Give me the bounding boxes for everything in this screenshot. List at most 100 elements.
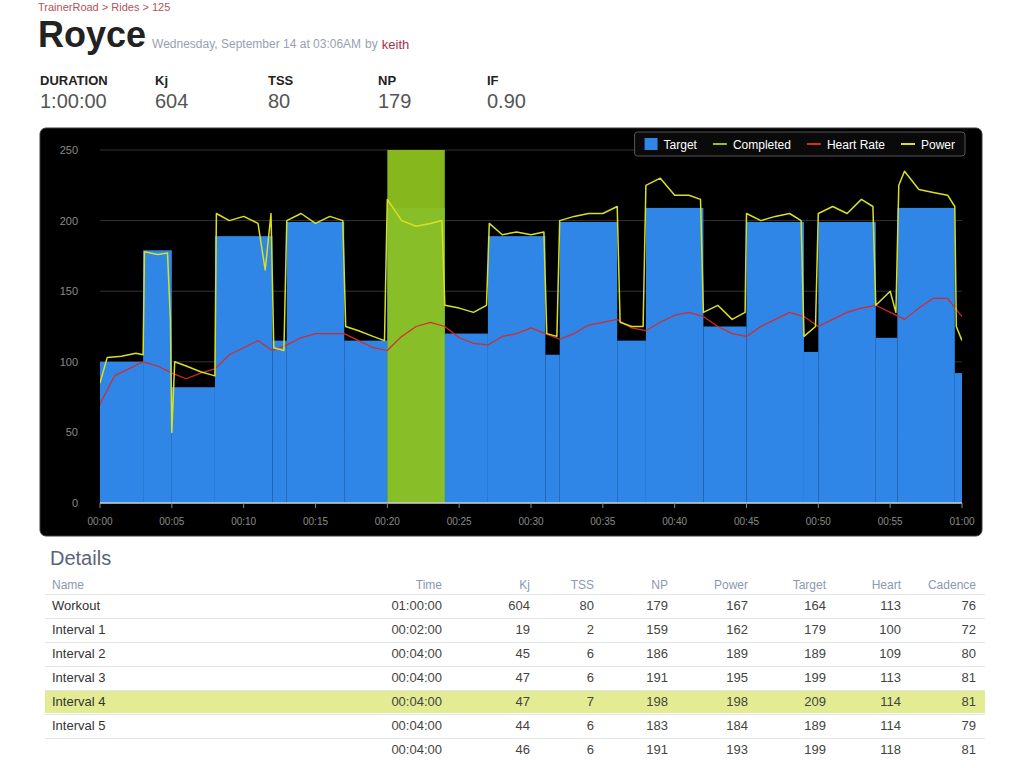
x-tick-label: 00:45: [734, 516, 759, 527]
cell-value: 00:04:00: [391, 718, 442, 733]
cell-value: 81: [962, 670, 976, 685]
target-segment: [143, 250, 172, 503]
column-header: Power: [714, 578, 748, 592]
legend-swatch: [713, 143, 727, 145]
row-rule: [45, 594, 985, 595]
row-rule: [45, 642, 985, 643]
row-name: Interval 1: [52, 622, 105, 637]
x-tick: [746, 503, 747, 508]
x-tick-label: 00:40: [662, 516, 687, 527]
x-tick-label: 00:35: [590, 516, 615, 527]
cell-value: 109: [879, 646, 901, 661]
legend: Target Completed Heart Rate Power: [635, 132, 965, 156]
series-line: [100, 171, 962, 432]
row-rule: [45, 738, 985, 739]
cell-value: 47: [516, 670, 530, 685]
column-header: Kj: [519, 578, 530, 592]
row-highlight: [45, 691, 985, 713]
by-text: by: [365, 37, 378, 51]
plot-data: [100, 150, 962, 503]
x-tick-label: 00:10: [231, 516, 256, 527]
x-tick: [459, 503, 460, 508]
author-link: keith: [382, 37, 409, 52]
cell-value: 19: [516, 622, 530, 637]
cell-value: 00:04:00: [391, 694, 442, 709]
x-tick-label: 00:50: [806, 516, 831, 527]
series-line: [100, 298, 962, 404]
cell-value: 44: [516, 718, 530, 733]
x-tick-label: 00:15: [303, 516, 328, 527]
legend-swatch: [807, 143, 821, 145]
target-segment: [876, 338, 898, 503]
cell-value: 00:04:00: [391, 742, 442, 757]
y-tick-label: 50: [66, 426, 78, 438]
legend-label: Target: [664, 138, 698, 152]
legend-item: Completed: [713, 138, 791, 152]
stat-value: 604: [155, 90, 188, 113]
target-segment: [646, 208, 703, 503]
x-tick: [818, 503, 819, 508]
row-name: Workout: [52, 598, 100, 613]
cell-value: 186: [646, 646, 668, 661]
cell-value: 6: [587, 670, 594, 685]
x-tick: [890, 503, 891, 508]
target-segment: [488, 236, 545, 503]
target-segment: [215, 236, 272, 503]
cell-value: 199: [804, 742, 826, 757]
stat-value: 0.90: [487, 90, 526, 113]
stat-label: DURATION: [40, 73, 108, 88]
cell-value: 184: [726, 718, 748, 733]
page-title: Royce: [38, 14, 146, 56]
stat-label: IF: [487, 73, 499, 88]
row-rule: [45, 666, 985, 667]
chart: 05010015020025000:0000:0500:1000:1500:20…: [0, 0, 1019, 545]
target-segment: [272, 341, 286, 503]
cell-value: 6: [587, 646, 594, 661]
cell-value: 191: [646, 670, 668, 685]
x-tick: [171, 503, 172, 508]
legend-item: Power: [901, 138, 955, 152]
target-segment: [172, 387, 215, 503]
cell-value: 79: [962, 718, 976, 733]
row-name: Interval 3: [52, 670, 105, 685]
cell-value: 81: [962, 694, 976, 709]
row-name: Interval 2: [52, 646, 105, 661]
details-heading: Details: [50, 547, 111, 570]
x-tick: [100, 503, 101, 508]
column-header: Time: [416, 578, 442, 592]
cell-value: 00:04:00: [391, 646, 442, 661]
cell-value: 179: [646, 598, 668, 613]
cell-value: 604: [508, 598, 530, 613]
cell-value: 167: [726, 598, 748, 613]
cell-value: 179: [804, 622, 826, 637]
y-tick-label: 100: [60, 356, 78, 368]
column-header: Target: [793, 578, 826, 592]
target-segment: [955, 373, 962, 503]
cell-value: 114: [880, 694, 901, 709]
legend-label: Heart Rate: [827, 138, 885, 152]
cell-value: 195: [726, 670, 748, 685]
cell-value: 189: [726, 646, 748, 661]
x-tick: [243, 503, 244, 508]
column-header: TSS: [571, 578, 594, 592]
y-tick-label: 200: [60, 215, 78, 227]
cell-value: 113: [880, 670, 901, 685]
cell-value: 198: [646, 694, 668, 709]
cell-value: 72: [962, 622, 976, 637]
target-segment: [897, 208, 954, 503]
column-header: NP: [651, 578, 668, 592]
legend-swatch: [645, 138, 658, 150]
row-rule: [45, 714, 985, 715]
cell-value: 46: [516, 742, 530, 757]
cell-value: 162: [726, 622, 748, 637]
row-name: Interval 5: [52, 718, 105, 733]
target-segment: [617, 341, 646, 503]
page: TrainerRoad > Rides > 125RoyceWednesday,…: [0, 0, 1019, 768]
stat-label: TSS: [268, 73, 293, 88]
x-tick: [674, 503, 675, 508]
legend-label: Power: [921, 138, 955, 152]
y-tick-label: 250: [60, 144, 78, 156]
cell-value: 113: [880, 598, 901, 613]
cell-value: 183: [646, 718, 668, 733]
cell-value: 159: [646, 622, 668, 637]
